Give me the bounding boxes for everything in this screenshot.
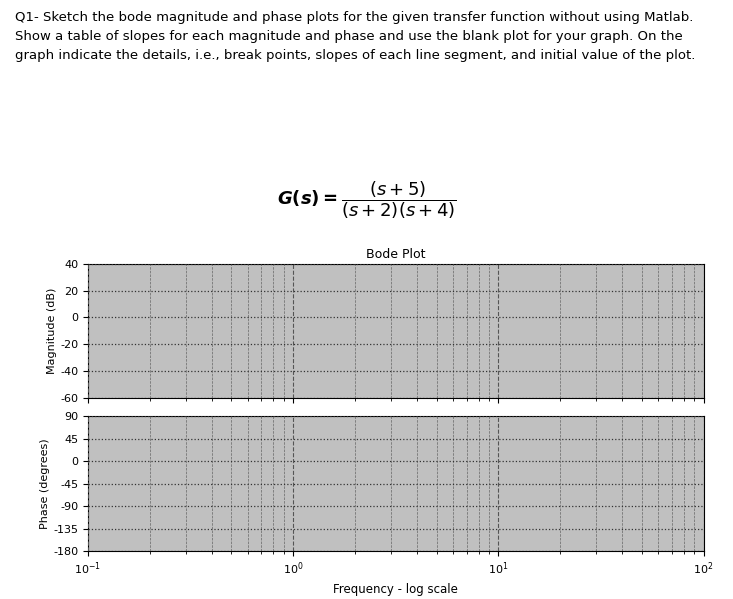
Text: $\boldsymbol{G(s) = \dfrac{(s+5)}{(s+2)(s+4)}}$: $\boldsymbol{G(s) = \dfrac{(s+5)}{(s+2)(…: [276, 179, 457, 221]
Title: Bode Plot: Bode Plot: [366, 248, 426, 261]
Text: Q1- Sketch the bode magnitude and phase plots for the given transfer function wi: Q1- Sketch the bode magnitude and phase …: [15, 11, 695, 62]
X-axis label: Frequency - log scale: Frequency - log scale: [334, 583, 458, 596]
Y-axis label: Magnitude (dB): Magnitude (dB): [48, 288, 57, 374]
Y-axis label: Phase (degrees): Phase (degrees): [40, 438, 51, 529]
